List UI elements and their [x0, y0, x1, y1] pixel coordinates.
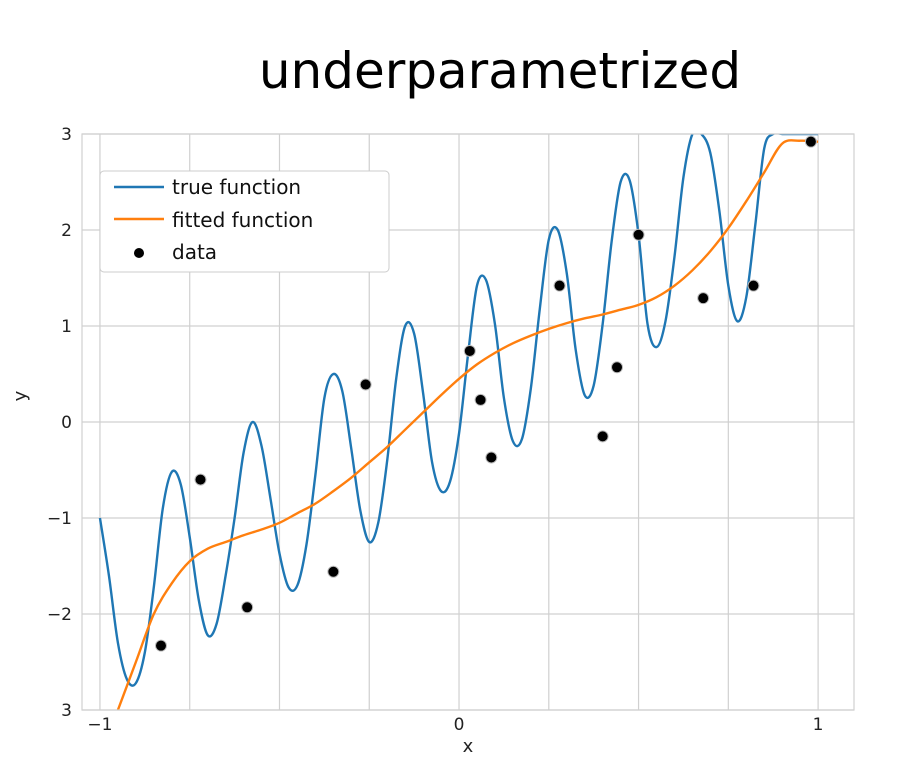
x-axis-label: x: [463, 736, 474, 757]
data-point: [697, 292, 710, 305]
data-markers: [154, 135, 817, 652]
y-tick-label: −1: [47, 509, 72, 529]
data-point: [474, 393, 487, 406]
x-tick-label: 0: [454, 715, 465, 735]
legend: true function fitted function data: [99, 170, 390, 273]
data-point: [194, 473, 207, 486]
series-line-fitted-function: [116, 139, 819, 710]
data-point: [804, 135, 817, 148]
y-tick-label: 1: [61, 317, 72, 337]
data-point: [632, 228, 645, 241]
legend-label-true-function: true function: [172, 175, 301, 199]
data-point: [154, 639, 167, 652]
tick-labels: −1 0 1 3 −2 −1 0 1 2 3: [47, 125, 824, 735]
data-point: [463, 344, 476, 357]
data-point: [553, 279, 566, 292]
data-point: [747, 279, 760, 292]
series-line-true-function: [98, 134, 819, 687]
legend-label-data: data: [172, 240, 217, 264]
y-tick-label: 2: [61, 221, 72, 241]
x-tick-label: −1: [87, 715, 112, 735]
y-tick-label: 3: [61, 125, 72, 145]
x-tick-label: 1: [813, 715, 824, 735]
data-point: [596, 430, 609, 443]
y-tick-label: −2: [47, 605, 72, 625]
chart-title: underparametrized: [259, 42, 741, 100]
data-point: [359, 378, 372, 391]
y-axis-label: y: [10, 390, 31, 401]
legend-label-fitted-function: fitted function: [172, 208, 313, 232]
series-layer: [98, 134, 819, 710]
data-point: [241, 601, 254, 614]
legend-box: [99, 170, 390, 273]
legend-swatch-data: [134, 248, 144, 258]
data-point: [327, 565, 340, 578]
y-tick-label: 0: [61, 413, 72, 433]
data-point: [485, 451, 498, 464]
y-tick-label: 3: [61, 701, 72, 721]
data-point: [611, 361, 624, 374]
plot-border: [81, 133, 855, 711]
